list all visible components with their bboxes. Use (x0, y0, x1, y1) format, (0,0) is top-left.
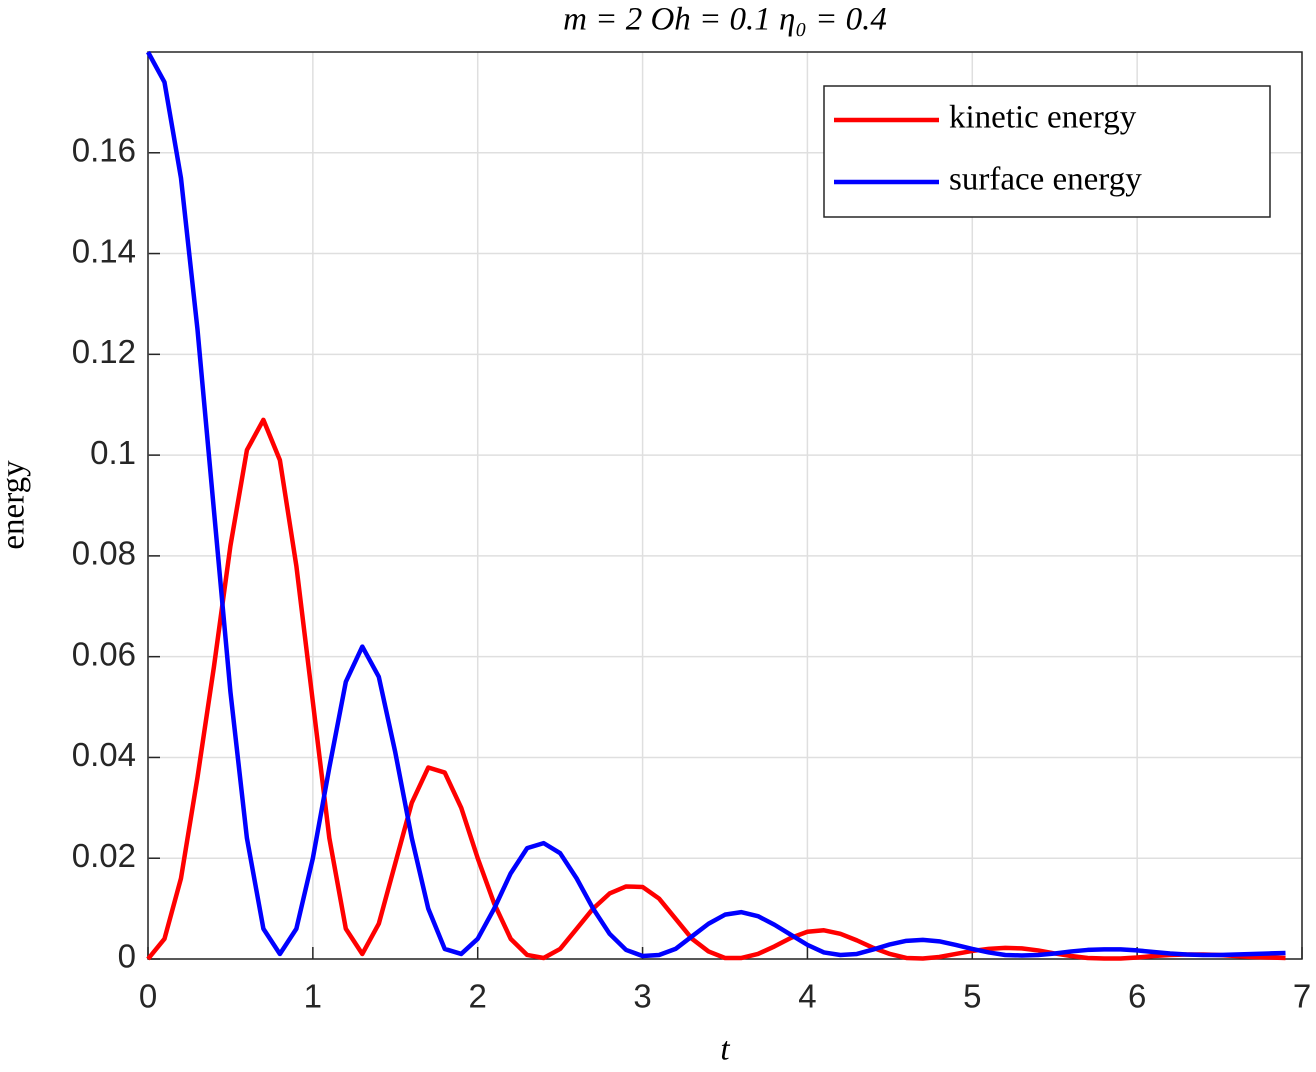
y-tick-label: 0.04 (72, 736, 136, 773)
y-tick-label: 0 (118, 938, 136, 975)
x-tick-label: 4 (798, 978, 816, 1015)
x-tick-label: 3 (633, 978, 651, 1015)
x-axis-label: t (720, 1032, 730, 1068)
y-tick-label: 0.08 (72, 535, 136, 572)
y-tick-label: 0.12 (72, 333, 136, 370)
y-tick-label: 0.16 (72, 131, 136, 168)
x-tick-label: 6 (1128, 978, 1146, 1015)
x-tick-label: 0 (139, 978, 157, 1015)
x-tick-label: 5 (963, 978, 981, 1015)
legend-label: surface energy (949, 162, 1142, 198)
series-line (146, 50, 1286, 959)
legend-box (823, 85, 1271, 218)
legend-label: kinetic energy (949, 100, 1137, 136)
chart-title: m = 2 Oh = 0.1 η₀ = 0.4 (563, 2, 887, 38)
y-tick-label: 0.14 (72, 232, 136, 269)
x-tick-label: 7 (1293, 978, 1311, 1015)
series-line (146, 417, 1286, 961)
x-tick-label: 1 (304, 978, 322, 1015)
legend: kinetic energy surface energy (823, 85, 1271, 218)
y-axis-label: energy (0, 460, 32, 550)
x-tick-label: 2 (469, 978, 487, 1015)
y-tick-label: 0.06 (72, 635, 136, 672)
y-tick-label: 0.1 (90, 434, 136, 471)
y-tick-label: 0.02 (72, 837, 136, 874)
